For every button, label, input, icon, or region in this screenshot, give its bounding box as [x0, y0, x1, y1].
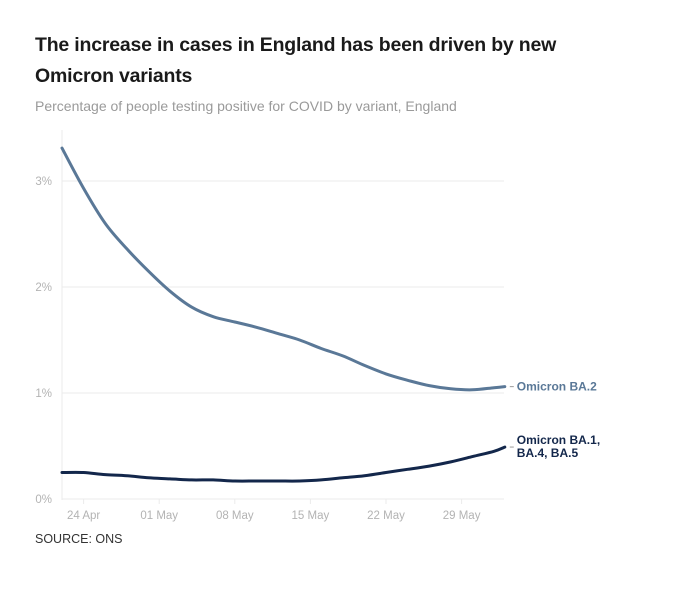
x-tick-label: 08 May	[216, 510, 254, 522]
chart-subtitle: Percentage of people testing positive fo…	[35, 98, 457, 114]
x-tick-label: 29 May	[443, 510, 481, 522]
series-label-omicron-ba-1-ba-4-ba-5: Omicron BA.1,	[517, 433, 600, 447]
x-tick-label: 01 May	[140, 510, 178, 522]
y-tick-label: 1%	[35, 388, 52, 400]
series-label-omicron-ba-2: Omicron BA.2	[517, 380, 597, 394]
x-tick-label: 15 May	[292, 510, 330, 522]
series-labels: Omicron BA.2 Omicron BA.1,BA.4, BA.5	[509, 380, 600, 460]
series-line-omicron-ba-1-ba-4-ba-5	[60, 445, 507, 483]
series-line-omicron-ba-2	[60, 146, 507, 392]
y-tick-label: 2%	[35, 282, 52, 294]
source-note: SOURCE: ONS	[35, 532, 123, 546]
axes: 0% 1% 2% 3% 24 Apr 01 May 08 May 15 May 22 May 29…	[35, 130, 481, 522]
x-tick-label: 22 May	[367, 510, 405, 522]
y-tick-label: 0%	[35, 494, 52, 506]
gridlines	[62, 180, 504, 500]
series-label-omicron-ba-1-ba-4-ba-5: BA.4, BA.5	[517, 446, 579, 460]
chart-title: The increase in cases in England has bee…	[35, 34, 557, 87]
x-tick-label: 24 Apr	[67, 510, 100, 522]
y-tick-label: 3%	[35, 176, 52, 188]
series	[60, 146, 507, 483]
